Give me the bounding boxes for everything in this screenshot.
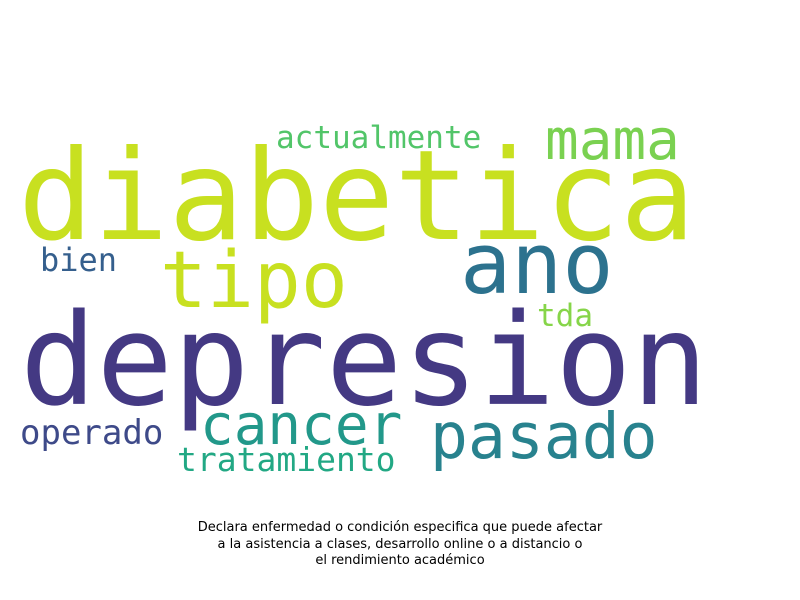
word-mama: mama (545, 108, 680, 173)
word-ano: ano (460, 215, 614, 314)
figure-caption: Declara enfermedad o condición especific… (100, 520, 700, 570)
caption-line-3: el rendimiento académico (315, 553, 485, 568)
word-operado: operado (20, 413, 164, 453)
caption-line-1: Declara enfermedad o condición especific… (197, 520, 603, 535)
word-tratamiento: tratamiento (177, 440, 396, 479)
word-pasado: pasado (430, 400, 658, 473)
word-cancer: cancer (200, 393, 403, 458)
word-bien: bien (40, 241, 118, 279)
word-actualmente: actualmente (276, 120, 482, 156)
word-tipo: tipo (160, 236, 348, 326)
word-diabetica: diabetica (18, 124, 696, 269)
word-tda: tda (537, 298, 593, 334)
word-depresion: depresion (20, 286, 709, 434)
caption-line-2: a la asistencia a clases, desarrollo onl… (217, 536, 583, 552)
